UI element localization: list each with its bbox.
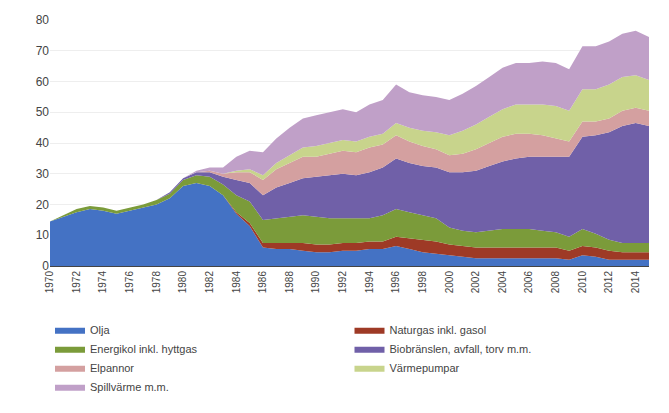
svg-text:2006: 2006 [523, 271, 534, 294]
svg-text:Naturgas inkl. gasol: Naturgas inkl. gasol [390, 324, 487, 336]
svg-text:0: 0 [42, 259, 49, 273]
svg-text:30: 30 [36, 167, 50, 181]
svg-text:1972: 1972 [71, 271, 82, 294]
svg-text:Olja: Olja [90, 324, 110, 336]
svg-text:1970: 1970 [44, 271, 55, 294]
svg-text:1994: 1994 [364, 271, 375, 294]
svg-text:1976: 1976 [124, 271, 135, 294]
svg-text:Elpannor: Elpannor [90, 362, 134, 374]
svg-text:Spillvärme m.m.: Spillvärme m.m. [90, 381, 169, 393]
svg-text:1980: 1980 [177, 271, 188, 294]
svg-text:1988: 1988 [284, 271, 295, 294]
svg-text:20: 20 [36, 198, 50, 212]
svg-text:10: 10 [36, 228, 50, 242]
svg-text:2004: 2004 [497, 271, 508, 294]
svg-text:1996: 1996 [390, 271, 401, 294]
svg-text:1992: 1992 [337, 271, 348, 294]
svg-text:50: 50 [36, 105, 50, 119]
svg-text:60: 60 [36, 75, 50, 89]
svg-text:1990: 1990 [310, 271, 321, 294]
svg-text:1984: 1984 [231, 271, 242, 294]
svg-text:1998: 1998 [417, 271, 428, 294]
svg-text:2010: 2010 [577, 271, 588, 294]
svg-text:Energikol inkl. hyttgas: Energikol inkl. hyttgas [90, 343, 197, 355]
svg-text:1982: 1982 [204, 271, 215, 294]
svg-text:2014: 2014 [630, 271, 641, 294]
svg-text:2008: 2008 [550, 271, 561, 294]
svg-text:2012: 2012 [603, 271, 614, 294]
svg-text:2002: 2002 [470, 271, 481, 294]
svg-text:70: 70 [36, 44, 50, 58]
svg-text:2000: 2000 [444, 271, 455, 294]
svg-text:1986: 1986 [257, 271, 268, 294]
svg-text:40: 40 [36, 136, 50, 150]
svg-text:1974: 1974 [97, 271, 108, 294]
svg-text:80: 80 [36, 13, 50, 27]
svg-text:Värmepumpar: Värmepumpar [390, 362, 460, 374]
svg-text:1978: 1978 [151, 271, 162, 294]
svg-text:Biobränslen, avfall, torv m.m.: Biobränslen, avfall, torv m.m. [390, 343, 532, 355]
